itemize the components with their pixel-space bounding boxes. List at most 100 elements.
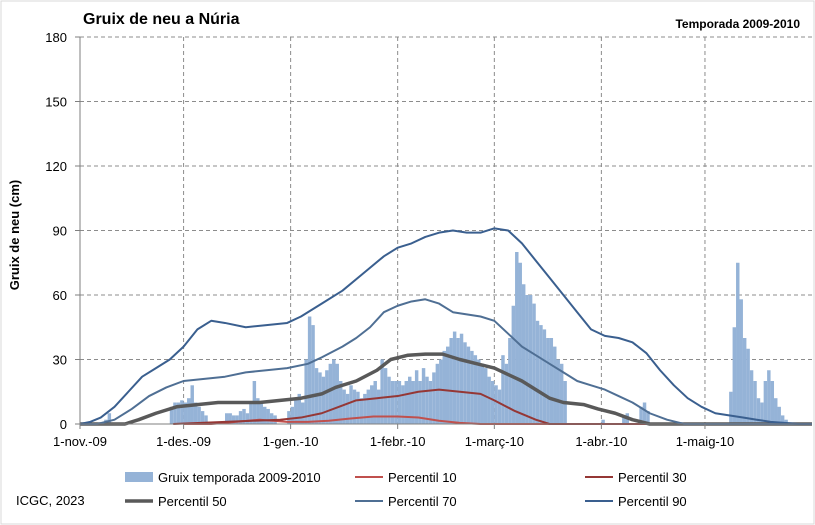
snow-depth-bar <box>428 381 433 424</box>
x-tick-label: 1-des.-09 <box>156 434 211 449</box>
snow-depth-bar <box>736 262 740 424</box>
snow-depth-bar <box>197 406 201 424</box>
snow-depth-bar <box>366 389 371 424</box>
snow-depth-bar <box>345 393 350 424</box>
snow-depth-bar <box>421 368 426 424</box>
snow-depth-bar <box>542 329 547 424</box>
snow-depth-bar <box>297 393 301 424</box>
snow-depth-bar <box>235 415 239 424</box>
snow-depth-bar <box>642 402 647 424</box>
credit-text: ICGC, 2023 <box>16 493 85 508</box>
snow-depth-bar <box>511 305 516 424</box>
chart-subtitle: Temporada 2009-2010 <box>675 17 800 31</box>
snow-depth-bar <box>487 376 491 424</box>
snow-depth-bar <box>753 381 757 424</box>
snow-depth-bar <box>180 400 184 424</box>
snow-depth-bar <box>470 350 474 424</box>
snow-depth-bar <box>515 252 519 424</box>
snow-depth-bar <box>335 363 339 424</box>
snow-depth-bar <box>739 299 743 424</box>
grid-layer <box>80 36 812 424</box>
snow-depth-bar <box>763 381 768 424</box>
snow-depth-bar <box>767 370 771 424</box>
snow-depth-bar <box>307 316 312 424</box>
snow-depth-bar <box>269 413 274 424</box>
snow-depth-bar <box>311 325 315 424</box>
legend: Gruix temporada 2009-2010 Percentil 10 Per… <box>125 470 687 509</box>
snow-depth-bar <box>508 338 512 424</box>
lines-layer <box>79 227 812 426</box>
snow-depth-bar <box>521 284 526 424</box>
snow-depth-bar <box>473 355 478 424</box>
snow-depth-bar <box>287 411 291 424</box>
snow-depth-bar <box>373 381 377 424</box>
snow-depth-bar <box>525 295 529 424</box>
snow-depth-bar <box>449 338 453 424</box>
snow-depth-bar <box>601 419 605 424</box>
snow-depth-bar <box>452 331 457 424</box>
snow-depth-bar <box>204 415 208 424</box>
snow-depth-bar <box>432 372 436 424</box>
y-tick-label: 90 <box>53 224 67 239</box>
snow-depth-bar <box>439 359 443 424</box>
legend-label: Percentil 30 <box>618 470 687 485</box>
percentile-line <box>79 227 812 425</box>
snow-depth-bar <box>466 346 471 424</box>
snow-depth-bar <box>504 363 509 424</box>
snow-depth-bar <box>259 402 263 424</box>
snow-depth-bar <box>294 398 298 424</box>
snow-depth-bar <box>539 325 543 424</box>
snow-depth-bar <box>784 419 788 424</box>
snow-depth-bar <box>411 381 415 424</box>
snow-depth-bar <box>549 338 554 424</box>
snow-depth-bar <box>556 359 560 424</box>
snow-depth-bar <box>394 381 398 424</box>
snow-depth-bar <box>780 415 785 424</box>
snow-depth-bar <box>356 391 360 424</box>
snow-depth-bar <box>518 262 522 424</box>
snow-depth-bar <box>266 408 270 424</box>
snow-depth-bar <box>774 398 778 424</box>
snow-depth-bar <box>494 385 498 424</box>
snow-depth-bar <box>249 402 253 424</box>
snow-depth-bar <box>349 385 353 424</box>
x-tick-label: 1-maig-10 <box>676 434 735 449</box>
snow-depth-bar <box>535 320 540 424</box>
x-tick-label: 1-febr.-10 <box>370 434 426 449</box>
snow-depth-bar <box>342 389 346 424</box>
snow-depth-bar <box>352 389 357 424</box>
snow-depth-bar <box>546 338 550 424</box>
snow-depth-bar <box>742 338 747 424</box>
snow-depth-bar <box>380 359 384 424</box>
legend-swatch <box>125 472 153 482</box>
snow-depth-bar <box>387 376 391 424</box>
snow-depth-bar <box>418 381 422 424</box>
snow-depth-bar <box>169 406 174 424</box>
snow-depth-bar <box>238 411 243 424</box>
snow-depth-bar <box>376 389 381 424</box>
snow-depth-bar <box>370 385 374 424</box>
snow-depth-bar <box>477 359 481 424</box>
y-tick-label: 180 <box>45 30 67 45</box>
snow-depth-bar <box>300 402 305 424</box>
y-tick-label: 120 <box>45 159 67 174</box>
snow-depth-bar <box>325 370 329 424</box>
y-tick-label: 0 <box>60 417 67 432</box>
x-tick-label: 1-març-10 <box>465 434 524 449</box>
legend-label: Percentil 50 <box>158 494 227 509</box>
snow-depth-bar <box>456 338 460 424</box>
snow-depth-bar <box>318 372 322 424</box>
snow-depth-bar <box>532 303 536 424</box>
snow-depth-bar <box>332 359 336 424</box>
snow-depth-bar <box>107 413 112 424</box>
snow-depth-bar <box>173 402 177 424</box>
snow-depth-bar <box>176 402 181 424</box>
snow-depth-bar <box>414 370 419 424</box>
chart-title: Gruix de neu a Núria <box>83 11 240 28</box>
snow-depth-bar <box>321 376 326 424</box>
snow-depth-bar <box>528 295 533 424</box>
snow-depth-bar <box>729 391 733 424</box>
snow-depth-bar <box>559 363 564 424</box>
snow-depth-bar <box>497 389 502 424</box>
